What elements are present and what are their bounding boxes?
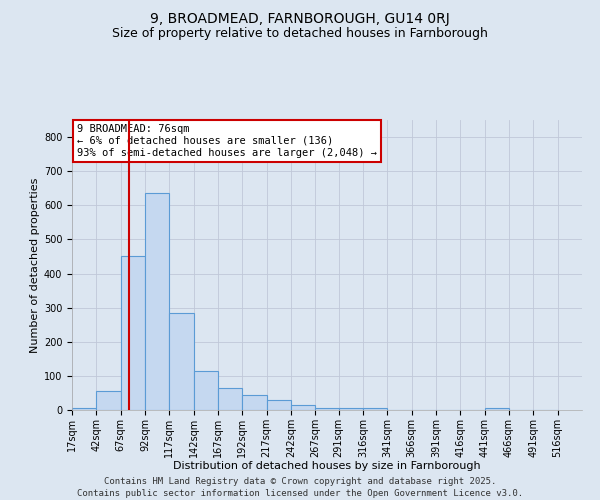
Bar (242, 394, 266, 410)
Y-axis label: Number of detached properties: Number of detached properties (29, 178, 40, 352)
Bar (485, 408, 509, 410)
Text: 9 BROADMEAD: 76sqm
← 6% of detached houses are smaller (136)
93% of semi-detache: 9 BROADMEAD: 76sqm ← 6% of detached hous… (77, 124, 377, 158)
Bar (97, 391, 121, 410)
Bar (218, 388, 242, 410)
Text: Contains HM Land Registry data © Crown copyright and database right 2025.
Contai: Contains HM Land Registry data © Crown c… (77, 476, 523, 498)
X-axis label: Distribution of detached houses by size in Farnborough: Distribution of detached houses by size … (173, 461, 481, 471)
Bar (363, 408, 388, 410)
Text: Size of property relative to detached houses in Farnborough: Size of property relative to detached ho… (112, 28, 488, 40)
Bar (338, 408, 363, 410)
Bar (145, 194, 169, 410)
Bar (291, 405, 316, 410)
Text: 9, BROADMEAD, FARNBOROUGH, GU14 0RJ: 9, BROADMEAD, FARNBOROUGH, GU14 0RJ (150, 12, 450, 26)
Bar (72, 408, 97, 410)
Bar (194, 371, 218, 410)
Bar (121, 256, 145, 410)
Bar (169, 313, 194, 410)
Bar (316, 408, 340, 410)
Bar (266, 400, 291, 410)
